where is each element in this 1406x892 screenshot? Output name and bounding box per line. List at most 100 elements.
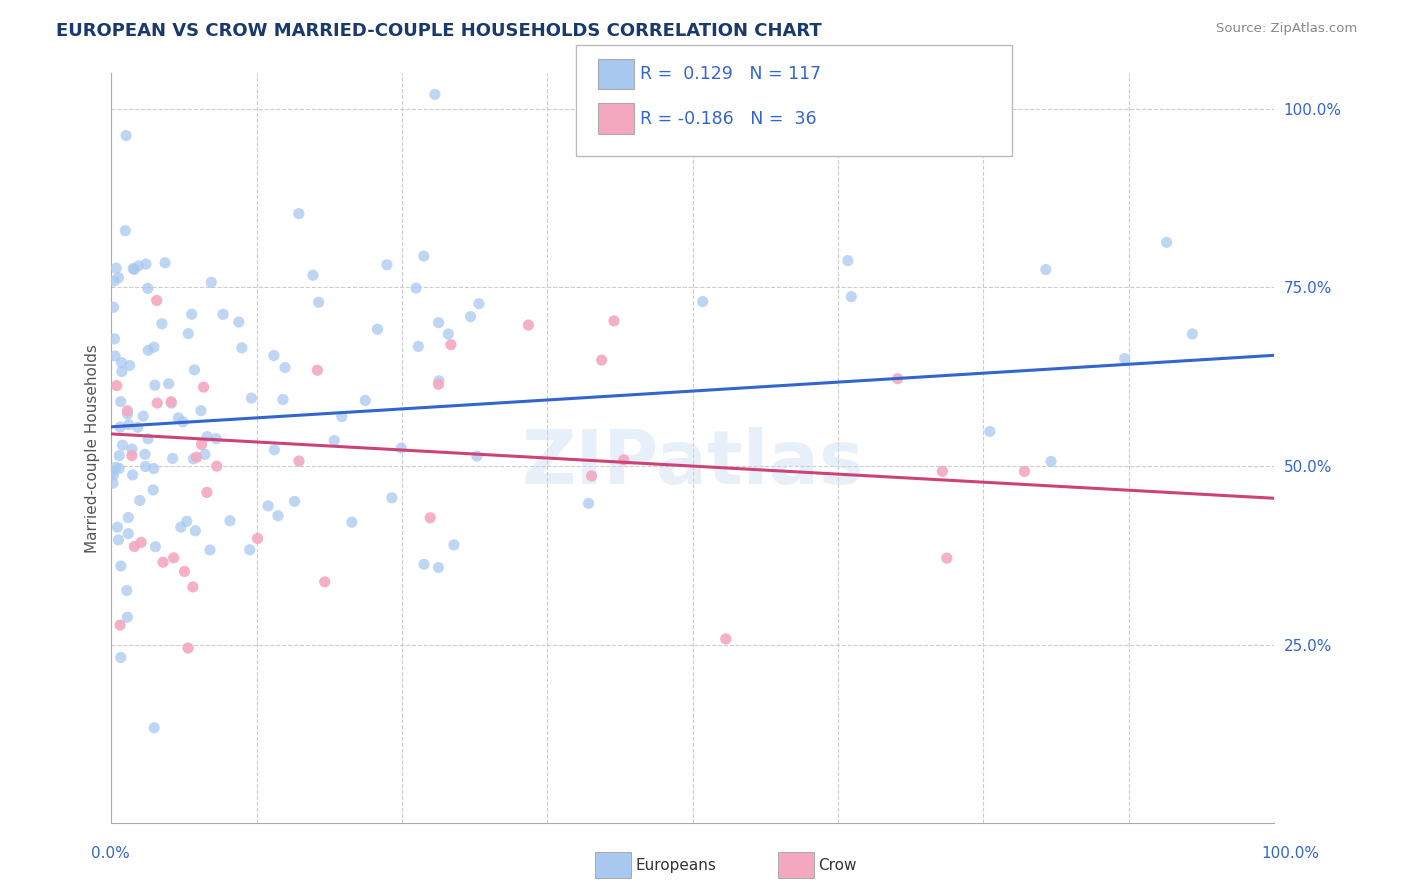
Point xyxy=(886,372,908,386)
Text: Europeans: Europeans xyxy=(636,858,717,872)
Point xyxy=(440,337,463,351)
Point xyxy=(219,514,242,528)
Point xyxy=(110,559,132,574)
Point xyxy=(163,550,186,565)
Point xyxy=(172,415,194,429)
Point xyxy=(121,467,143,482)
Point xyxy=(132,409,155,423)
Point xyxy=(240,391,263,405)
Point xyxy=(366,322,388,336)
Point xyxy=(591,353,613,368)
Point xyxy=(181,580,204,594)
Point xyxy=(110,394,132,409)
Point xyxy=(714,632,737,646)
Text: Crow: Crow xyxy=(818,858,856,872)
Point xyxy=(427,374,450,388)
Point xyxy=(136,343,159,358)
Point xyxy=(121,449,143,463)
Point xyxy=(136,432,159,446)
Point xyxy=(931,464,953,478)
Point xyxy=(162,451,184,466)
Point xyxy=(105,261,128,276)
Point xyxy=(152,555,174,569)
Point xyxy=(160,394,183,409)
Point xyxy=(405,281,427,295)
Point xyxy=(135,257,157,271)
Point xyxy=(257,499,280,513)
Point xyxy=(118,359,141,373)
Point xyxy=(177,326,200,341)
Point xyxy=(246,532,269,546)
Point xyxy=(190,403,212,417)
Text: R =  0.129   N = 117: R = 0.129 N = 117 xyxy=(640,65,821,83)
Point xyxy=(114,224,136,238)
Point xyxy=(160,396,183,410)
Text: ZIPatlas: ZIPatlas xyxy=(522,426,865,500)
Point xyxy=(177,641,200,656)
Point xyxy=(110,650,132,665)
Text: EUROPEAN VS CROW MARRIED-COUPLE HOUSEHOLDS CORRELATION CHART: EUROPEAN VS CROW MARRIED-COUPLE HOUSEHOL… xyxy=(56,22,823,40)
Point xyxy=(284,494,307,508)
Point xyxy=(111,438,134,452)
Point xyxy=(153,256,176,270)
Point xyxy=(118,417,141,432)
Point xyxy=(1039,454,1062,468)
Point xyxy=(108,461,131,475)
Point xyxy=(145,293,167,308)
Point xyxy=(184,524,207,538)
Point xyxy=(263,442,285,457)
Point xyxy=(1181,326,1204,341)
Point xyxy=(613,453,636,467)
Point xyxy=(692,294,714,309)
Point xyxy=(837,253,859,268)
Point xyxy=(142,483,165,497)
Point xyxy=(205,432,228,446)
Y-axis label: Married-couple Households: Married-couple Households xyxy=(86,343,100,553)
Point xyxy=(1035,262,1057,277)
Point xyxy=(127,259,149,273)
Text: R = -0.186   N =  36: R = -0.186 N = 36 xyxy=(640,110,817,128)
Point xyxy=(263,349,285,363)
Point xyxy=(124,540,146,554)
Point xyxy=(104,349,127,363)
Point xyxy=(408,339,430,353)
Point xyxy=(110,355,132,369)
Point xyxy=(465,449,488,463)
Point xyxy=(103,467,125,482)
Point xyxy=(146,396,169,410)
Point xyxy=(443,538,465,552)
Point xyxy=(183,363,205,377)
Point xyxy=(108,449,131,463)
Point xyxy=(195,485,218,500)
Point xyxy=(101,465,124,479)
Point xyxy=(170,520,193,534)
Point xyxy=(228,315,250,329)
Point xyxy=(468,296,491,310)
Point xyxy=(142,340,165,354)
Point xyxy=(173,565,195,579)
Point xyxy=(104,460,127,475)
Point xyxy=(103,274,125,288)
Point xyxy=(190,437,212,451)
Point xyxy=(117,526,139,541)
Point xyxy=(288,454,311,468)
Point xyxy=(117,610,139,624)
Point xyxy=(105,378,128,392)
Point xyxy=(308,295,330,310)
Point xyxy=(115,128,138,143)
Point xyxy=(314,574,336,589)
Point xyxy=(841,290,863,304)
Point xyxy=(167,410,190,425)
Point xyxy=(136,281,159,295)
Point xyxy=(195,429,218,443)
Point xyxy=(117,407,139,421)
Point xyxy=(186,450,208,465)
Point xyxy=(115,583,138,598)
Point xyxy=(128,493,150,508)
Point xyxy=(427,316,450,330)
Point xyxy=(135,459,157,474)
Point xyxy=(198,543,221,558)
Point xyxy=(124,262,146,277)
Point xyxy=(142,461,165,475)
Point xyxy=(231,341,253,355)
